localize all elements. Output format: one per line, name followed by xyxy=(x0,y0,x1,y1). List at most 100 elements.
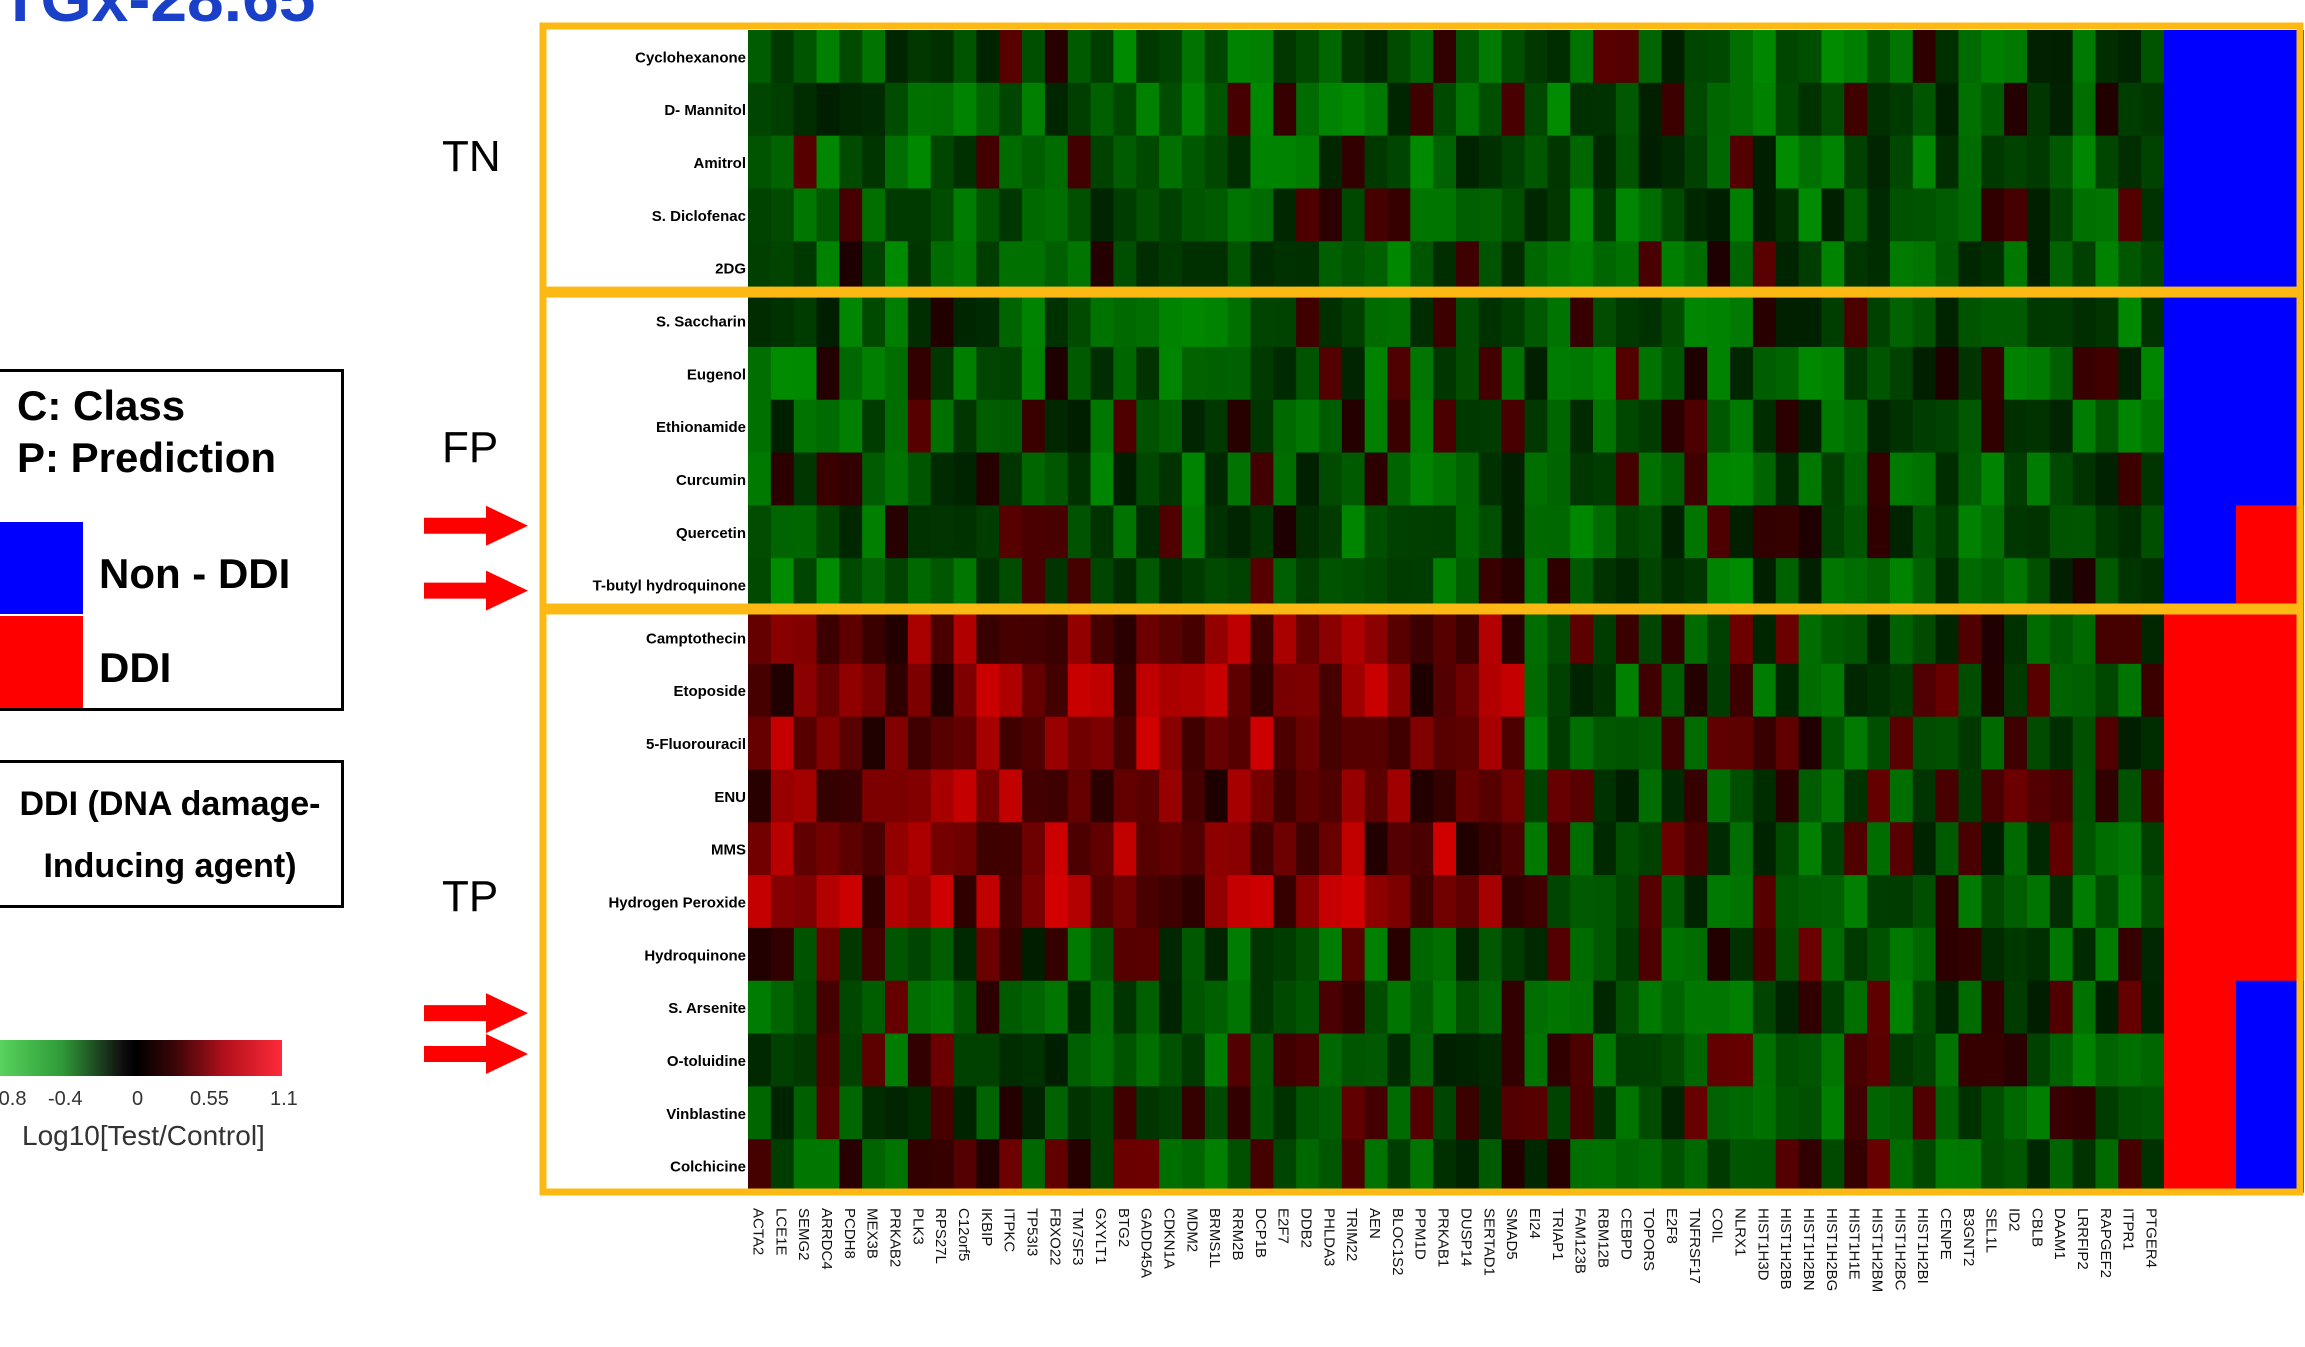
heatmap-cell xyxy=(1570,716,1594,771)
heatmap-cell xyxy=(885,716,909,771)
heatmap-cell xyxy=(1318,1139,1343,1193)
heatmap-cell xyxy=(1410,452,1434,506)
heatmap-cell xyxy=(1341,822,1366,876)
heatmap-cell xyxy=(1570,1033,1594,1087)
color-scale-label: Log10[Test/Control] xyxy=(22,1120,265,1151)
heatmap-cell xyxy=(1547,980,1571,1035)
heatmap-cell xyxy=(1638,452,1663,506)
class-cell xyxy=(2164,188,2236,242)
heatmap-cell xyxy=(1547,452,1571,506)
heatmap-cell xyxy=(1821,82,1845,137)
heatmap-cell xyxy=(1296,927,1320,982)
heatmap-cell xyxy=(793,188,818,242)
heatmap-cell xyxy=(953,346,977,401)
heatmap-cell xyxy=(1661,294,1685,348)
heatmap-cell xyxy=(748,399,772,454)
heatmap-cell xyxy=(1113,1086,1137,1140)
heatmap-cell xyxy=(1204,769,1229,823)
heatmap-cell xyxy=(1022,716,1046,771)
heatmap-cell xyxy=(1227,399,1252,454)
heatmap-cell xyxy=(1638,346,1663,401)
heatmap-cell xyxy=(839,611,863,665)
heatmap-cell xyxy=(839,927,863,982)
heatmap-cell xyxy=(862,927,886,982)
heatmap-cell xyxy=(1912,822,1937,876)
heatmap-cell xyxy=(839,980,863,1035)
heatmap-cell xyxy=(1181,663,1206,718)
heatmap-cell xyxy=(1456,241,1480,295)
heatmap-cell xyxy=(1844,611,1868,665)
heatmap-cell xyxy=(1707,452,1731,506)
heatmap-cell xyxy=(1136,241,1160,295)
heatmap-cell xyxy=(1638,980,1663,1035)
heatmap-cell xyxy=(2095,505,2119,559)
heatmap-cell xyxy=(1113,980,1137,1035)
heatmap-cell xyxy=(839,663,863,718)
heatmap-cell xyxy=(1341,346,1366,401)
heatmap-cell xyxy=(1798,135,1823,190)
heatmap-cell xyxy=(1044,663,1069,718)
class-cell xyxy=(2164,875,2236,929)
heatmap-cell xyxy=(1364,1139,1389,1193)
heatmap-cell xyxy=(2072,452,2097,506)
heatmap-cell xyxy=(1044,927,1069,982)
class-cell xyxy=(2164,1139,2236,1193)
heatmap-cell xyxy=(2072,980,2097,1035)
heatmap-cell xyxy=(816,558,840,612)
column-label: C12orf5 xyxy=(955,1208,972,1261)
heatmap-cell xyxy=(1159,663,1183,718)
heatmap-cell xyxy=(1844,927,1868,982)
heatmap-cell xyxy=(1181,82,1206,137)
heatmap-cell xyxy=(1844,346,1868,401)
heatmap-cell xyxy=(1912,505,1937,559)
heatmap-cell xyxy=(1090,822,1115,876)
heatmap-cell xyxy=(2095,294,2119,348)
heatmap-cell xyxy=(1752,769,1777,823)
heatmap-cell xyxy=(1433,611,1457,665)
heatmap-cell xyxy=(2095,875,2119,929)
heatmap-cell xyxy=(2049,927,2074,982)
heatmap-cell xyxy=(1935,822,1960,876)
heatmap-cell xyxy=(885,135,909,190)
heatmap-cell xyxy=(1821,927,1845,982)
heatmap-cell xyxy=(862,769,886,823)
heatmap-cell xyxy=(1227,875,1252,929)
arrow-icon xyxy=(424,570,528,611)
heatmap-cell xyxy=(1433,505,1457,559)
heatmap-cell xyxy=(748,135,772,190)
prediction-cell xyxy=(2236,135,2304,190)
class-cell xyxy=(2164,663,2236,718)
heatmap-cell xyxy=(976,927,1000,982)
heatmap-cell xyxy=(1159,241,1183,295)
heatmap-cell xyxy=(1318,505,1343,559)
heatmap-cell xyxy=(1935,188,1960,242)
heatmap-cell xyxy=(1456,1139,1480,1193)
heatmap-cell xyxy=(748,822,772,876)
heatmap-cell xyxy=(839,769,863,823)
heatmap-cell xyxy=(1250,558,1274,612)
heatmap-cell xyxy=(748,611,772,665)
heatmap-cell xyxy=(1044,716,1069,771)
heatmap-cell xyxy=(1250,30,1274,84)
heatmap-cell xyxy=(1707,927,1731,982)
heatmap-cell xyxy=(1935,1139,1960,1193)
heatmap-cell xyxy=(1022,822,1046,876)
heatmap-cell xyxy=(1204,1086,1229,1140)
heatmap-cell xyxy=(1981,769,2005,823)
heatmap-cell xyxy=(1067,980,1092,1035)
heatmap-cell xyxy=(953,611,977,665)
column-label: SEMG2 xyxy=(795,1208,812,1261)
heatmap-cell xyxy=(1318,30,1343,84)
heatmap-cell xyxy=(1044,452,1069,506)
heatmap-cell xyxy=(999,294,1023,348)
heatmap-cell xyxy=(1593,135,1617,190)
heatmap-cell xyxy=(1159,927,1183,982)
heatmap-cell xyxy=(1433,135,1457,190)
heatmap-cell xyxy=(1661,188,1685,242)
heatmap-cell xyxy=(1821,980,1845,1035)
heatmap-cell xyxy=(1889,1139,1914,1193)
heatmap-cell xyxy=(1067,927,1092,982)
heatmap-cell xyxy=(1958,980,1982,1035)
heatmap-cell xyxy=(1752,1033,1777,1087)
